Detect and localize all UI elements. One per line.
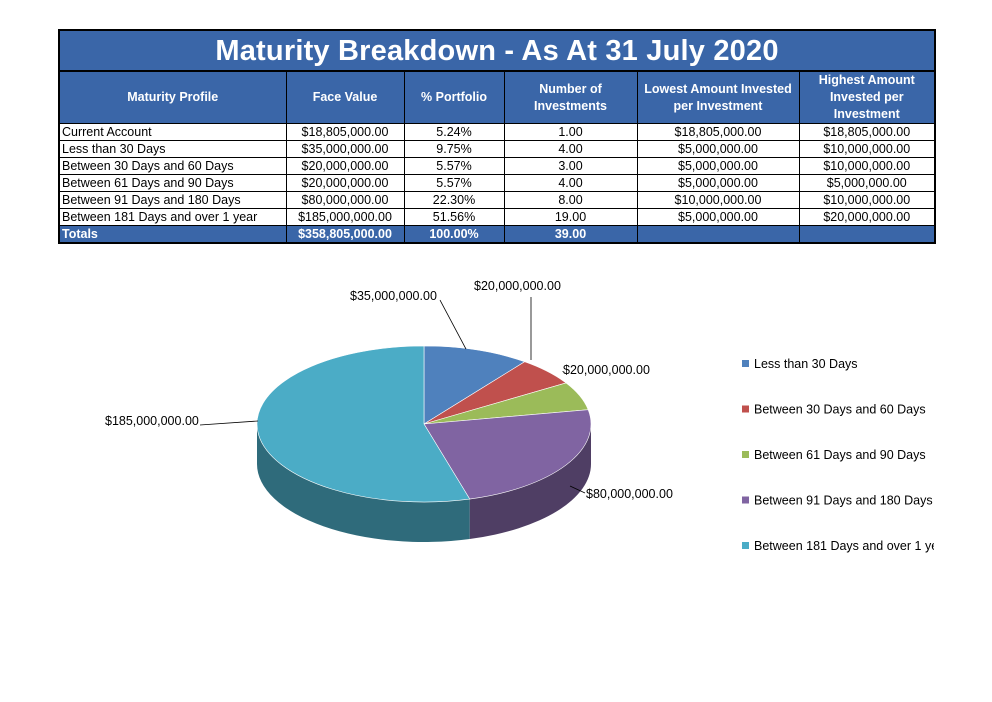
pie-slice [423, 345, 526, 425]
maturity-table: Maturity Breakdown - As At 31 July 2020 … [57, 29, 937, 244]
table-row: Between 61 Days and 90 Days $20,000,000.0… [58, 174, 936, 192]
table-cell: 19.00 [503, 208, 638, 226]
table-title: Maturity Breakdown - As At 31 July 2020 [57, 29, 937, 72]
column-header: Number of Investments [503, 70, 638, 124]
data-label: $20,000,000.00 [563, 363, 650, 377]
table-cell: $5,000,000.00 [636, 208, 800, 226]
legend-label: Between 61 Days and 90 Days [754, 448, 926, 462]
column-header-row: Maturity Profile Face Value% Portfolio Num… [58, 70, 936, 124]
column-header: Lowest Amount Invested per Investment [636, 70, 800, 124]
table-row: Between 91 Days and 180 Days $80,000,000.… [58, 191, 936, 209]
table-cell: 1.00 [503, 123, 638, 141]
table-cell: $18,805,000.00 [798, 123, 936, 141]
data-labels: $35,000,000.00 $20,000,000.00 $20,000,000.… [105, 279, 673, 501]
column-header: Maturity Profile [58, 70, 287, 124]
leader-line [439, 299, 467, 350]
legend-swatch [742, 360, 749, 367]
table-cell: Between 181 Days and over 1 year [58, 208, 287, 226]
legend-label: Between 30 Days and 60 Days [754, 403, 926, 417]
legend-label: Between 91 Days and 180 Days [754, 494, 933, 508]
totals-cell: 100.00% [403, 225, 505, 244]
legend-swatch [742, 451, 749, 458]
data-label: $20,000,000.00 [474, 279, 561, 293]
table-cell: Less than 30 Days [58, 140, 287, 158]
totals-cell [636, 225, 800, 244]
slice-side [469, 424, 591, 540]
slice-side [257, 424, 470, 542]
leader-line [199, 420, 259, 426]
table-cell: $35,000,000.00 [285, 140, 405, 158]
pie-slice [423, 409, 592, 500]
pie-slices [256, 345, 592, 503]
column-header: Highest Amount Invested per Investment [798, 70, 936, 124]
totals-cell: Totals [58, 225, 287, 244]
totals-cell: $358,805,000.00 [285, 225, 405, 244]
table-row: Between 181 Days and over 1 year $185,000… [58, 208, 936, 226]
data-label: $35,000,000.00 [350, 289, 437, 303]
table-cell: 51.56% [403, 208, 505, 226]
legend-label: Between 181 Days and over 1 year [754, 539, 949, 553]
leader-line [569, 485, 586, 494]
pie-sides [257, 424, 591, 542]
legend-swatch [742, 405, 749, 413]
table-cell: 9.75% [403, 140, 505, 158]
totals-cell [798, 225, 936, 244]
table-row: Current Account $18,805,000.00 5.24% 1.00 $1… [58, 123, 936, 141]
table-cell: $10,000,000.00 [636, 191, 800, 209]
table-cell: Between 61 Days and 90 Days [58, 174, 287, 192]
table-cell: $10,000,000.00 [798, 140, 936, 158]
legend-swatch [742, 542, 749, 549]
table-cell: $20,000,000.00 [798, 208, 936, 226]
data-label: $80,000,000.00 [586, 487, 673, 501]
legend: Less than 30 Days Between 30 Days and 60 … [742, 357, 949, 553]
table-cell: 5.57% [403, 174, 505, 192]
pie-slice [256, 345, 471, 503]
table-row: Less than 30 Days $35,000,000.00 9.75% 4.00… [58, 140, 936, 158]
table-cell: 22.30% [403, 191, 505, 209]
totals-cell: 39.00 [503, 225, 638, 244]
table-cell: Between 91 Days and 180 Days [58, 191, 287, 209]
column-header: % Portfolio [403, 70, 505, 124]
table-cell: $185,000,000.00 [285, 208, 405, 226]
data-label: $185,000,000.00 [105, 414, 199, 428]
legend-label: Less than 30 Days [754, 357, 858, 371]
legend-swatch [742, 496, 749, 504]
table-body: Current Account $18,805,000.00 5.24% 1.00 $1… [58, 123, 936, 244]
totals-row: Totals $358,805,000.00 100.00% 39.00 [58, 225, 936, 244]
